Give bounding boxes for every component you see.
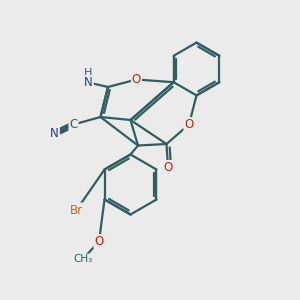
Text: H: H [84,68,93,78]
Text: O: O [184,118,194,131]
Text: O: O [132,73,141,86]
Text: C: C [69,118,78,131]
Text: N: N [50,127,59,140]
Text: Br: Br [70,203,83,217]
Text: CH₃: CH₃ [73,254,92,265]
Text: N: N [84,76,93,89]
Text: O: O [94,235,103,248]
Text: O: O [164,161,172,174]
